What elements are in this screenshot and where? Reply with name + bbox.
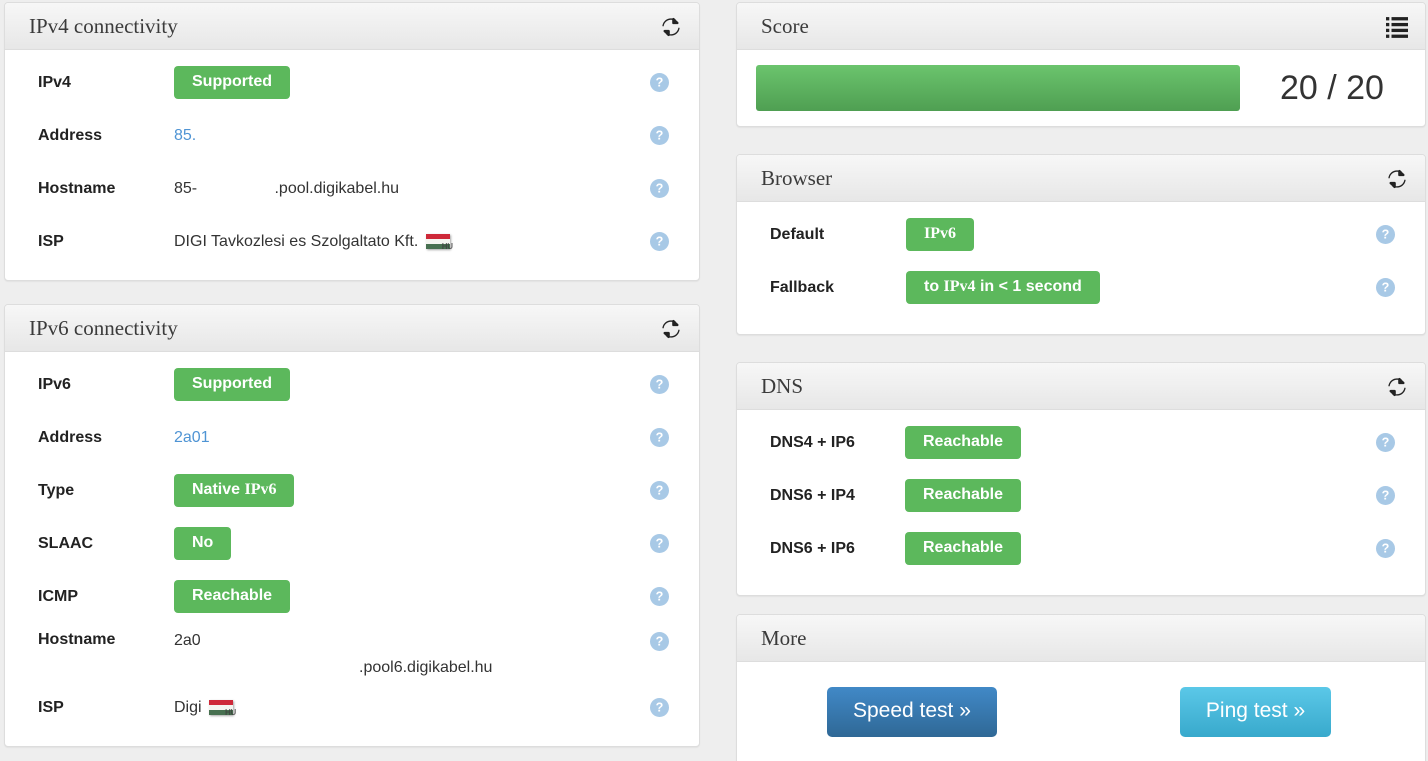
svg-text:?: ? — [656, 181, 664, 195]
svg-text:?: ? — [656, 430, 664, 444]
svg-text:?: ? — [1382, 227, 1390, 241]
svg-text:?: ? — [656, 536, 664, 550]
svg-text:?: ? — [1382, 541, 1390, 555]
svg-text:?: ? — [656, 483, 664, 497]
svg-text:?: ? — [1382, 488, 1390, 502]
svg-text:?: ? — [656, 635, 664, 649]
svg-text:?: ? — [1382, 280, 1390, 294]
svg-text:?: ? — [656, 377, 664, 391]
svg-text:?: ? — [656, 234, 664, 248]
svg-text:?: ? — [656, 128, 664, 142]
svg-text:?: ? — [1382, 435, 1390, 449]
svg-text:?: ? — [656, 75, 664, 89]
svg-text:?: ? — [656, 701, 664, 715]
svg-text:?: ? — [656, 589, 664, 603]
